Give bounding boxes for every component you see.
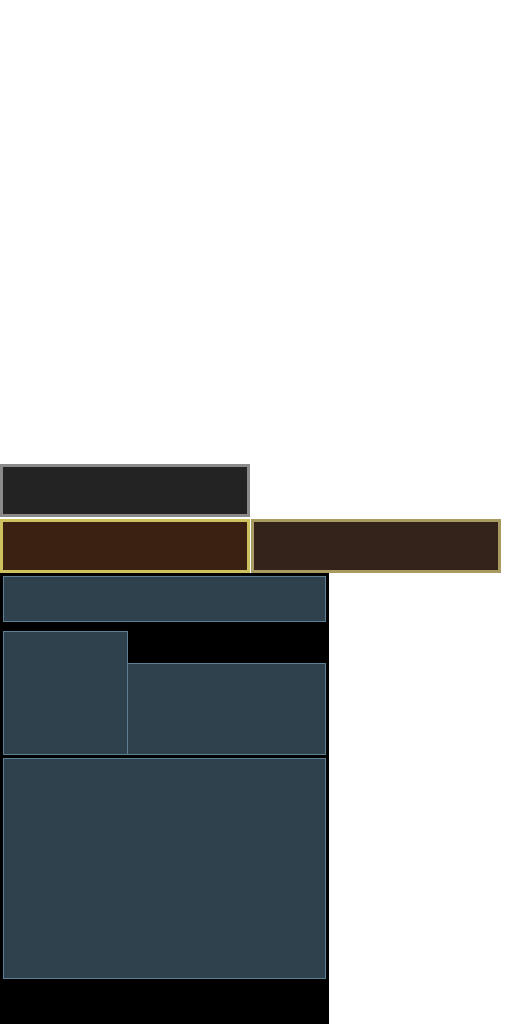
- dark-bar: [0, 464, 250, 517]
- panel-header-block: [3, 576, 326, 622]
- panel-left-block: [3, 631, 128, 755]
- panel-right-block: [127, 663, 326, 755]
- panel-main-block: [3, 758, 326, 979]
- tab-left[interactable]: [0, 519, 250, 573]
- tab-right[interactable]: [251, 519, 501, 573]
